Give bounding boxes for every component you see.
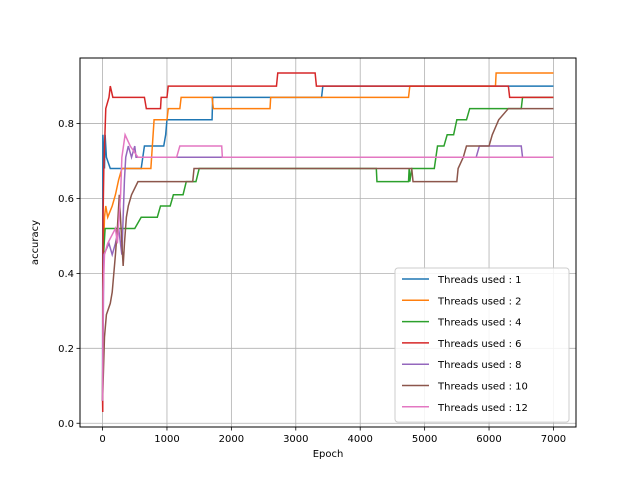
- legend-label: Threads used : 8: [437, 360, 522, 371]
- x-axis-label: Epoch: [313, 449, 344, 460]
- x-tick-label: 3000: [283, 434, 308, 445]
- y-tick-label: 0.8: [58, 119, 74, 130]
- x-tick-label: 1000: [154, 434, 179, 445]
- series-lines: [101, 72, 554, 413]
- x-tick-label: 6000: [476, 434, 501, 445]
- series-line-5: [101, 145, 554, 401]
- legend: Threads used : 1 Threads used : 2 Threads …: [394, 267, 570, 423]
- x-tick-label: 5000: [412, 434, 437, 445]
- legend-box: [394, 267, 570, 423]
- x-tick-label: 2000: [219, 434, 244, 445]
- y-tick-label: 0.6: [58, 194, 74, 205]
- x-tick-label: 7000: [541, 434, 566, 445]
- plot-frame: [79, 57, 577, 428]
- x-tick-label: 0: [99, 434, 105, 445]
- legend-label: Threads used : 12: [437, 403, 528, 414]
- y-axis-label: accuracy: [30, 220, 41, 265]
- legend-label: Threads used : 6: [437, 339, 522, 350]
- legend-label: Threads used : 4: [437, 318, 522, 329]
- x-tick-label: 4000: [347, 434, 372, 445]
- y-tick-label: 0.2: [58, 344, 74, 355]
- legend-label: Threads used : 10: [437, 382, 528, 393]
- axis-ticks: 0 1000 2000 3000 4000 5000 6000 7000 0.0 0.2 0.4 0.…: [58, 119, 566, 445]
- y-tick-label: 0.4: [58, 269, 74, 280]
- series-line-3: [101, 96, 554, 401]
- series-line-4: [101, 72, 554, 413]
- series-line-6: [101, 107, 554, 401]
- legend-label: Threads used : 1: [437, 275, 522, 286]
- legend-label: Threads used : 2: [437, 296, 522, 307]
- series-line-2: [101, 72, 554, 401]
- y-tick-label: 0.0: [58, 419, 74, 430]
- series-line-7: [101, 132, 554, 401]
